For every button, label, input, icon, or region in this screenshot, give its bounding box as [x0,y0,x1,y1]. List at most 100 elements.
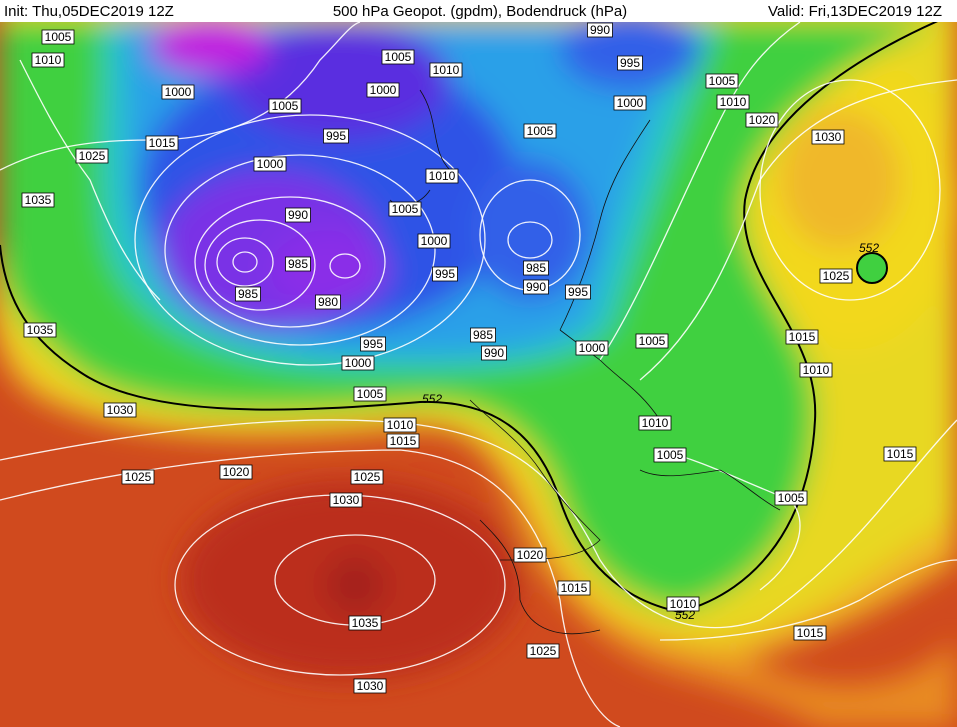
label-box [811,129,845,145]
label-box [21,192,55,208]
label-text: 995 [435,267,455,281]
isobar-label: 1010 [716,94,750,110]
label-box [432,266,458,282]
label-text: 1025 [354,470,381,484]
label-text: 1035 [25,193,52,207]
label-text: 1010 [670,597,697,611]
label-box [219,464,253,480]
label-text: 1005 [385,50,412,64]
label-box [575,340,609,356]
isobar-label: 1000 [161,84,195,100]
label-text: 1030 [815,130,842,144]
label-text: 985 [526,261,546,275]
isobar-label: 1000 [341,355,375,371]
label-text: 1015 [887,447,914,461]
label-box [666,596,700,612]
label-text: 1000 [579,341,606,355]
isobar-label: 1035 [23,322,57,338]
isobar-label: 1025 [350,469,384,485]
label-text: 1025 [125,470,152,484]
label-box [268,98,302,114]
label-box [513,547,547,563]
geopotential-label: 552 [675,608,695,622]
label-box [523,123,557,139]
label-text: 1005 [272,99,299,113]
label-text: 1000 [165,85,192,99]
header-bar [0,0,957,22]
label-text: 995 [363,337,383,351]
label-box [793,625,827,641]
label-text: 995 [326,129,346,143]
isobar-label: 995 [360,336,386,352]
label-text: 1010 [387,418,414,432]
isobar-label: 1010 [429,62,463,78]
isobar-label: 1020 [513,547,547,563]
label-text: 1010 [803,363,830,377]
label-text: 1005 [357,387,384,401]
label-text: 1035 [27,323,54,337]
isobar-label: 1000 [613,95,647,111]
label-text: 1000 [370,83,397,97]
label-text: 1015 [797,626,824,640]
label-box [315,294,341,310]
label-box [785,329,819,345]
isobar-label: 1030 [329,492,363,508]
isobar-label: 1010 [666,596,700,612]
label-box [425,168,459,184]
label-box [253,156,287,172]
label-text: 995 [620,56,640,70]
isobar-label: 1005 [705,73,739,89]
label-text: 1005 [657,448,684,462]
label-text: 1015 [390,434,417,448]
isobar-label: 1010 [799,362,833,378]
isobar-label: 1005 [635,333,669,349]
isobar-label: 1030 [811,129,845,145]
isobar-label: 1005 [353,386,387,402]
label-box [799,362,833,378]
isobar-label: 1005 [388,201,422,217]
isobar-label: 1035 [21,192,55,208]
label-box [638,415,672,431]
label-text: 1000 [617,96,644,110]
isobar-label: 1025 [819,268,853,284]
label-box [774,490,808,506]
label-box [235,286,261,302]
label-box [613,95,647,111]
label-text: 980 [318,295,338,309]
label-box [716,94,750,110]
label-box [75,148,109,164]
isobar-label: 1000 [366,82,400,98]
label-text: 1020 [223,465,250,479]
label-text: 1010 [35,53,62,67]
label-box [285,207,311,223]
label-layer: 1005 1010 1000 1005 1005 1010 1000 990 995 1005 10… [21,22,917,694]
label-text: 1025 [79,149,106,163]
label-box [745,112,779,128]
label-text: 1010 [429,169,456,183]
isobar-label: 985 [235,286,261,302]
label-box [329,492,363,508]
label-box [353,678,387,694]
isobar-label: 1015 [386,433,420,449]
isobar-label: 1020 [745,112,779,128]
valid-time: Valid: Fri,13DEC2019 12Z [768,3,942,20]
label-text: 990 [288,208,308,222]
label-box [285,256,311,272]
isobar-label: 1035 [348,615,382,631]
label-text: 1005 [778,491,805,505]
label-box [323,128,349,144]
label-text: 1035 [352,616,379,630]
label-text: 1030 [333,493,360,507]
isobar-label: 1005 [523,123,557,139]
label-box [653,447,687,463]
label-text: 1005 [709,74,736,88]
map-title: 500 hPa Geopot. (gpdm), Bodendruck (hPa) [333,3,627,20]
isobar-label: 985 [523,260,549,276]
label-box [386,433,420,449]
isobar-label: 995 [323,128,349,144]
label-box [705,73,739,89]
isobar-label: 1020 [219,464,253,480]
isobar-label: 990 [285,207,311,223]
label-text: 1005 [45,30,72,44]
